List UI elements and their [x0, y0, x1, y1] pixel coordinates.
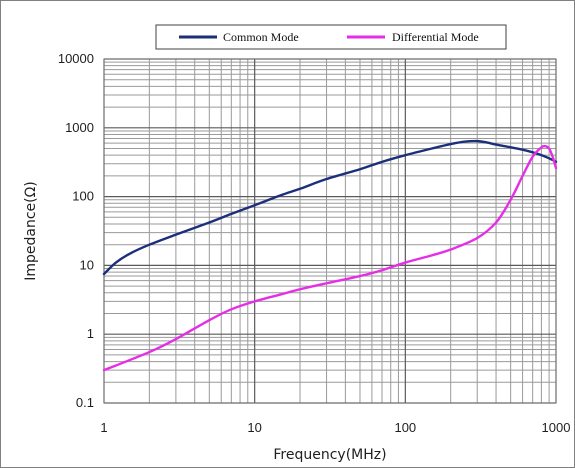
y-tick-labels: 0.1 1 10 100 1000 10000 [58, 51, 94, 410]
legend-label-differential-mode: Differential Mode [392, 30, 479, 44]
y-tick-label: 1000 [65, 120, 94, 135]
legend: Common Mode Differential Mode [155, 24, 507, 50]
series-line-common-mode [102, 139, 558, 276]
x-axis-title: Frequency(MHz) [273, 447, 386, 463]
y-tick-label: 10 [80, 257, 94, 272]
x-tick-label: 10 [247, 420, 261, 435]
y-tick-label: 1 [87, 326, 94, 341]
y-axis-title: Impedance(Ω) [23, 181, 39, 281]
series-line-differential-mode [102, 144, 558, 372]
series-layer [102, 139, 558, 372]
x-tick-labels: 1 10 100 1000 [100, 420, 570, 435]
plot-area-border [103, 58, 557, 404]
x-tick-label: 1000 [542, 420, 571, 435]
minor-gridlines [104, 59, 556, 403]
legend-label-common-mode: Common Mode [223, 30, 299, 44]
x-tick-label: 1 [100, 420, 107, 435]
x-tick-label: 100 [394, 420, 416, 435]
y-tick-label: 0.1 [76, 395, 94, 410]
y-tick-label: 100 [72, 189, 94, 204]
y-tick-label: 10000 [58, 51, 94, 66]
